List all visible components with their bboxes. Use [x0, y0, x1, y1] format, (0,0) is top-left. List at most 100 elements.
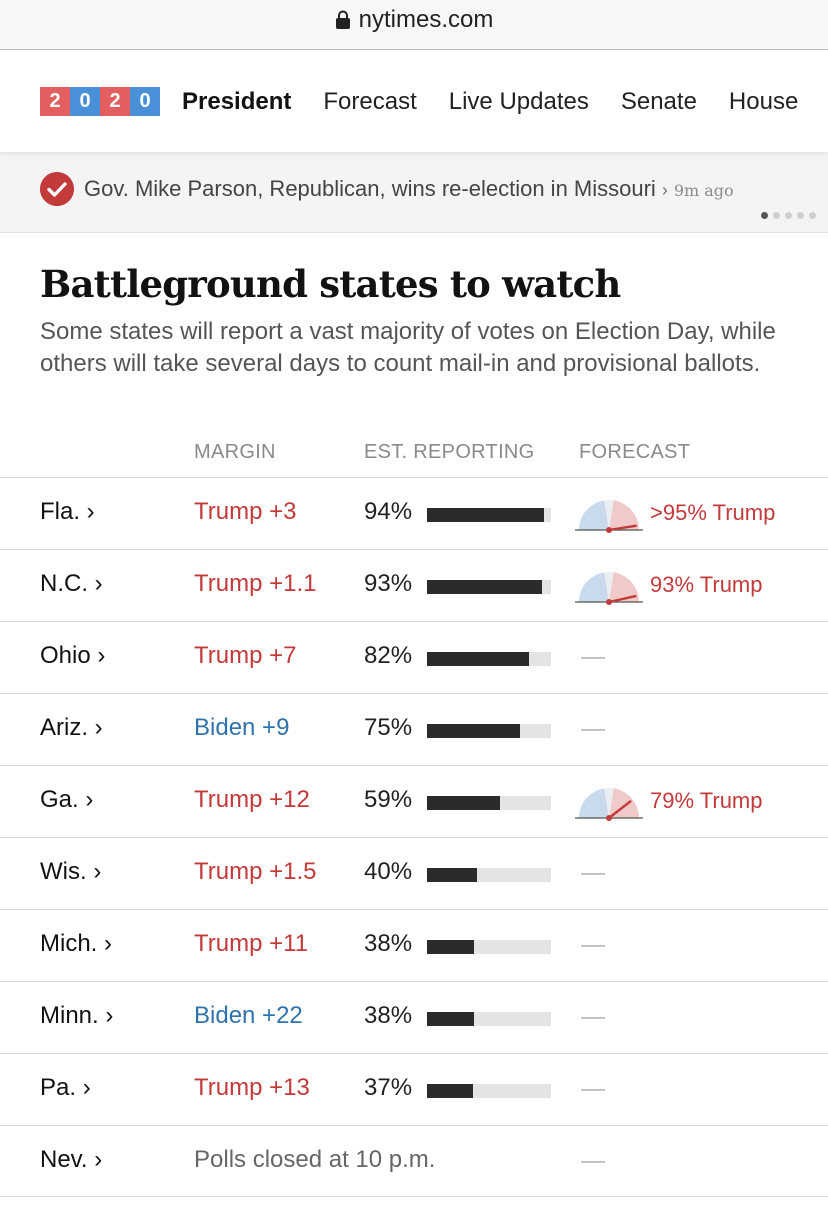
reporting-bar — [427, 508, 551, 522]
nav-tab-house[interactable]: House — [728, 87, 799, 115]
reporting-bar-fill — [427, 1012, 475, 1026]
no-forecast-dash — [581, 873, 605, 875]
carousel-dot — [809, 212, 816, 219]
reporting-percent: 37% — [364, 1074, 413, 1101]
reporting-bar-fill — [427, 868, 477, 882]
carousel-dots[interactable] — [756, 212, 816, 219]
table-row[interactable]: Mich. › Trump +11 38% — [0, 909, 828, 981]
forecast-value: >95% Trump — [650, 500, 776, 525]
carousel-dot — [785, 212, 792, 219]
year-digit: 2 — [40, 87, 70, 116]
state-link[interactable]: Ariz. › — [40, 714, 103, 741]
reporting-bar — [427, 652, 551, 666]
race-call-banner[interactable]: Gov. Mike Parson, Republican, wins re-el… — [0, 152, 828, 233]
margin-value: Biden +22 — [194, 1002, 303, 1029]
reporting-bar — [427, 796, 551, 810]
no-forecast-dash — [581, 657, 605, 659]
carousel-dot — [773, 212, 780, 219]
reporting-bar-fill — [427, 1084, 473, 1098]
margin-value: Trump +1.1 — [194, 570, 317, 597]
carousel-dot — [761, 212, 768, 219]
state-link[interactable]: Mich. › — [40, 930, 112, 957]
reporting-bar — [427, 940, 551, 954]
reporting-bar — [427, 580, 551, 594]
lock-icon — [335, 10, 350, 29]
state-link[interactable]: Ohio › — [40, 642, 106, 669]
reporting-percent: 38% — [364, 1002, 413, 1029]
reporting-percent: 75% — [364, 714, 413, 741]
column-header-margin: MARGIN — [194, 441, 276, 463]
table-row[interactable]: Pa. › Trump +13 37% — [0, 1053, 828, 1125]
forecast-gauge-icon — [575, 500, 643, 533]
table-row[interactable]: Wis. › Trump +1.5 40% — [0, 837, 828, 909]
table-row[interactable]: Ga. › Trump +12 59% 79% Trump — [0, 765, 828, 837]
no-forecast-dash — [581, 729, 605, 731]
forecast-gauge-icon — [575, 788, 643, 821]
table-row[interactable]: Ohio › Trump +7 82% — [0, 621, 828, 693]
reporting-percent: 94% — [364, 498, 413, 525]
margin-value: Polls closed at 10 p.m. — [194, 1146, 436, 1173]
carousel-dot — [797, 212, 804, 219]
state-link[interactable]: Fla. › — [40, 498, 95, 525]
banner-timestamp: 9m ago — [673, 181, 734, 200]
table-row[interactable]: Nev. › Polls closed at 10 p.m. — [0, 1125, 828, 1197]
reporting-bar — [427, 868, 551, 882]
reporting-percent: 82% — [364, 642, 413, 669]
banner-message: Gov. Mike Parson, Republican, wins re-el… — [84, 176, 734, 202]
check-circle-icon — [40, 172, 74, 206]
margin-value: Trump +1.5 — [194, 858, 317, 885]
reporting-bar — [427, 1084, 551, 1098]
forecast-value: 79% Trump — [650, 788, 763, 813]
nav-tab-president[interactable]: President — [182, 87, 292, 115]
election-nav: 2 0 2 0 President Forecast Live Updates … — [0, 51, 828, 152]
table-row[interactable]: N.C. › Trump +1.1 93% 93% Trump — [0, 549, 828, 621]
reporting-bar — [427, 1012, 551, 1026]
margin-value: Biden +9 — [194, 714, 290, 741]
nav-tab-forecast[interactable]: Forecast — [323, 87, 417, 115]
forecast-gauge-icon — [575, 572, 643, 605]
reporting-percent: 38% — [364, 930, 413, 957]
reporting-bar-fill — [427, 724, 520, 738]
page-title: Battleground states to watch — [40, 262, 621, 306]
table-row[interactable]: Fla. › Trump +3 94% >95% Trump — [0, 477, 828, 549]
column-header-forecast: FORECAST — [579, 441, 691, 463]
browser-url-bar[interactable]: nytimes.com — [0, 0, 828, 50]
state-link[interactable]: Minn. › — [40, 1002, 114, 1029]
margin-value: Trump +13 — [194, 1074, 310, 1101]
no-forecast-dash — [581, 1161, 605, 1163]
no-forecast-dash — [581, 945, 605, 947]
state-link[interactable]: Ga. › — [40, 786, 94, 813]
banner-text: Gov. Mike Parson, Republican, wins re-el… — [84, 176, 656, 201]
state-link[interactable]: Pa. › — [40, 1074, 91, 1101]
reporting-bar-fill — [427, 580, 543, 594]
url-text: nytimes.com — [358, 6, 494, 33]
nav-tab-live-updates[interactable]: Live Updates — [448, 87, 589, 115]
state-link[interactable]: N.C. › — [40, 570, 103, 597]
table-row[interactable]: Ariz. › Biden +9 75% — [0, 693, 828, 765]
chevron-right-icon: › — [661, 180, 668, 200]
forecast-value: 93% Trump — [650, 572, 763, 597]
margin-value: Trump +3 — [194, 498, 297, 525]
margin-value: Trump +12 — [194, 786, 310, 813]
reporting-percent: 93% — [364, 570, 413, 597]
page-description: Some states will report a vast majority … — [40, 318, 776, 377]
reporting-bar-fill — [427, 508, 544, 522]
reporting-bar-fill — [427, 652, 529, 666]
margin-value: Trump +7 — [194, 642, 297, 669]
year-digit: 2 — [100, 87, 130, 116]
margin-value: Trump +11 — [194, 930, 309, 957]
reporting-percent: 59% — [364, 786, 413, 813]
reporting-bar-fill — [427, 940, 475, 954]
year-digit: 0 — [70, 87, 100, 116]
table-row[interactable]: Minn. › Biden +22 38% — [0, 981, 828, 1053]
election-2020-logo[interactable]: 2 0 2 0 — [40, 87, 160, 116]
reporting-bar — [427, 724, 551, 738]
state-link[interactable]: Nev. › — [40, 1146, 103, 1173]
no-forecast-dash — [581, 1017, 605, 1019]
nav-tab-senate[interactable]: Senate — [620, 87, 697, 115]
state-link[interactable]: Wis. › — [40, 858, 102, 885]
reporting-percent: 40% — [364, 858, 413, 885]
reporting-bar-fill — [427, 796, 501, 810]
no-forecast-dash — [581, 1089, 605, 1091]
column-header-reporting: EST. REPORTING — [364, 441, 535, 463]
